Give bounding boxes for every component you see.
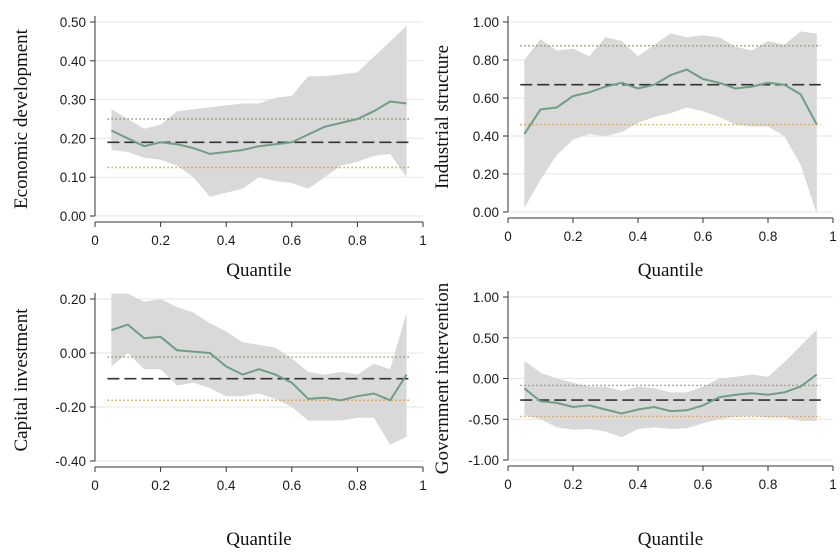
x-tick-label: 1 [829,477,837,492]
x-tick-label: 0.8 [759,477,778,492]
x-tick-label: 0.4 [217,478,236,493]
y-tick-label: 1.00 [473,15,499,30]
x-axis-title: Quantile [638,260,703,281]
y-tick-label: 0.20 [60,292,86,307]
x-tick-label: 0 [504,229,512,244]
y-tick-label: -0.40 [55,454,86,469]
y-tick-label: 0.00 [60,346,86,361]
y-tick-label: 0.20 [473,167,499,182]
chart-panel-4: -1.00 -0.50 0.00 0.50 1.00 0 0.2 0.4 0.6 0.8 1 Quan… [432,282,837,550]
y-tick-label: 0.10 [60,170,86,185]
y-tick-label: 0.00 [473,205,499,220]
x-tick-label: 1 [829,229,837,244]
x-tick-label: 0.8 [348,478,367,493]
y-tick-label: 0.20 [60,131,86,146]
quantile-estimate-line [523,68,818,135]
x-tick-label: 0.8 [759,229,778,244]
x-tick-label: 0.2 [151,233,170,248]
y-tick-label: -0.50 [468,412,499,427]
y-axis-title: Economic development [11,28,32,209]
y-tick-label: 0.50 [473,331,499,346]
x-tick-label: 0.4 [629,477,648,492]
y-axis-title: Industrial structure [432,45,453,189]
y-tick-label: 0.60 [473,91,499,106]
y-tick-label: 0.00 [60,209,86,224]
y-axis-title: Capital investment [11,308,32,452]
quantile-estimate-line [523,373,818,415]
x-tick-label: 0.8 [348,233,367,248]
y-tick-label: 1.00 [473,290,499,305]
x-axis-title: Quantile [638,529,703,550]
y-tick-label: -0.20 [55,400,86,415]
confidence-band [524,31,817,212]
y-tick-label: 0.40 [473,129,499,144]
x-tick-label: 0 [91,478,99,493]
quantile-estimate-line [111,323,408,402]
x-tick-label: 0 [91,233,99,248]
x-axis-title: Quantile [226,529,291,550]
x-tick-label: 0.4 [217,233,236,248]
y-tick-label: -1.00 [468,453,499,468]
x-tick-label: 0.6 [694,477,713,492]
confidence-band [111,25,407,197]
x-tick-label: 0.6 [282,233,301,248]
y-axis-title: Government intervention [432,282,453,474]
confidence-band [524,329,817,438]
y-tick-label: 0.00 [473,372,499,387]
y-tick-label: 0.80 [473,53,499,68]
y-tick-label: 0.40 [60,54,86,69]
x-axis-title: Quantile [226,260,291,281]
x-tick-label: 0.2 [564,477,583,492]
x-tick-label: 0.4 [629,229,648,244]
quantile-estimate-line [110,100,407,155]
chart-panel-1: 0.00 0.10 0.20 0.30 0.40 0.50 0 0.2 0.4 0.6 0.8 1 Qu… [11,15,427,281]
x-tick-label: 1 [419,478,427,493]
x-tick-label: 0 [504,477,512,492]
x-tick-label: 0.6 [694,229,713,244]
chart-panel-2: 0.00 0.20 0.40 0.60 0.80 1.00 0 0.2 0.4 0.6 0.8 1 Qu… [432,15,837,281]
x-tick-label: 0.6 [282,478,301,493]
x-tick-label: 1 [419,233,427,248]
x-tick-label: 0.2 [564,229,583,244]
chart-panel-3: -0.40 -0.20 0.00 0.20 0 0.2 0.4 0.6 0.8 1 Quantile… [11,292,427,550]
y-tick-label: 0.50 [60,15,86,30]
x-tick-label: 0.2 [151,478,170,493]
y-tick-label: 0.30 [60,93,86,108]
